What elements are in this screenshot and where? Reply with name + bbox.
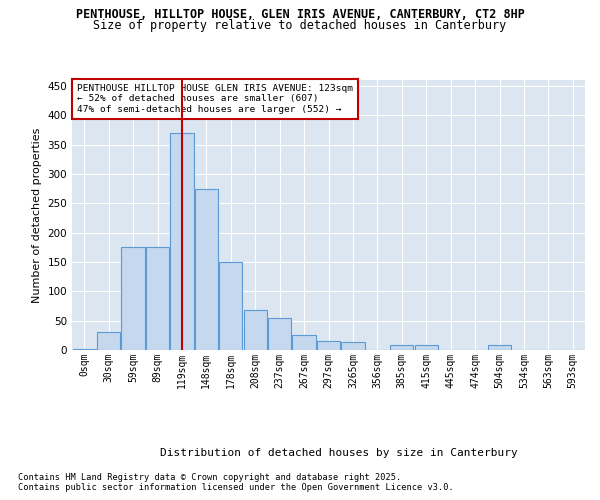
Bar: [317, 341, 340, 350]
Text: Distribution of detached houses by size in Canterbury: Distribution of detached houses by size …: [160, 448, 518, 458]
Bar: [219, 262, 242, 350]
Bar: [341, 342, 365, 350]
Bar: [170, 133, 194, 350]
Text: Size of property relative to detached houses in Canterbury: Size of property relative to detached ho…: [94, 18, 506, 32]
Bar: [195, 188, 218, 350]
Bar: [121, 248, 145, 350]
Y-axis label: Number of detached properties: Number of detached properties: [32, 128, 42, 302]
Bar: [97, 332, 120, 350]
Bar: [415, 346, 438, 350]
Bar: [292, 336, 316, 350]
Text: Contains public sector information licensed under the Open Government Licence v3: Contains public sector information licen…: [18, 482, 454, 492]
Bar: [390, 346, 413, 350]
Bar: [146, 248, 169, 350]
Text: PENTHOUSE, HILLTOP HOUSE, GLEN IRIS AVENUE, CANTERBURY, CT2 8HP: PENTHOUSE, HILLTOP HOUSE, GLEN IRIS AVEN…: [76, 8, 524, 20]
Text: Contains HM Land Registry data © Crown copyright and database right 2025.: Contains HM Land Registry data © Crown c…: [18, 472, 401, 482]
Bar: [488, 344, 511, 350]
Text: PENTHOUSE HILLTOP HOUSE GLEN IRIS AVENUE: 123sqm
← 52% of detached houses are sm: PENTHOUSE HILLTOP HOUSE GLEN IRIS AVENUE…: [77, 84, 353, 114]
Bar: [244, 310, 267, 350]
Bar: [268, 318, 291, 350]
